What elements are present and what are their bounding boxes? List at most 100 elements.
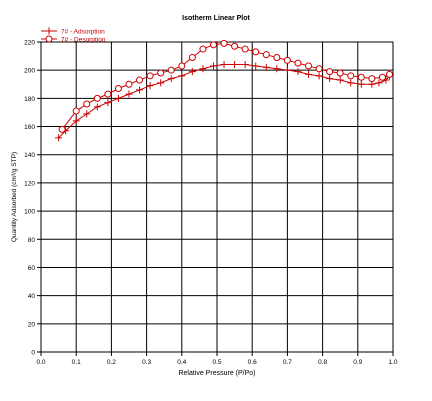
legend: 7# - Adsorption 7# - Desorption: [41, 27, 106, 44]
data-point-desorption: [347, 72, 355, 80]
data-point-adsorption: [136, 86, 144, 94]
data-point-desorption: [167, 66, 175, 74]
y-tick-label: 100: [24, 209, 35, 216]
data-point-adsorption: [375, 79, 383, 87]
legend-entry-desorption: 7# - Desorption: [41, 35, 106, 44]
y-tick-label: 140: [24, 152, 35, 159]
x-tick-label: 0.3: [142, 359, 151, 366]
series-layer: [55, 39, 393, 142]
x-tick-label: 0.1: [72, 359, 81, 366]
data-point-desorption: [157, 69, 165, 77]
data-point-adsorption: [209, 62, 217, 70]
data-point-desorption: [326, 68, 334, 76]
y-tick-label: 0: [31, 350, 35, 357]
data-point-adsorption: [305, 70, 313, 78]
data-point-adsorption: [157, 79, 165, 87]
data-point-desorption: [72, 107, 80, 115]
data-point-adsorption: [72, 117, 80, 125]
y-tick-label: 20: [28, 321, 36, 328]
series-line-adsorption: [58, 64, 390, 139]
data-point-desorption: [252, 48, 260, 56]
data-point-desorption: [220, 39, 228, 47]
y-axis-label: Quantity Adsorbed (cm³/g STP): [11, 152, 18, 242]
data-point-desorption: [83, 100, 91, 108]
data-point-desorption: [294, 59, 302, 67]
data-point-desorption: [385, 70, 393, 78]
data-point-adsorption: [93, 103, 101, 111]
data-point-adsorption: [220, 61, 228, 69]
data-point-adsorption: [273, 65, 281, 73]
data-point-adsorption: [199, 65, 207, 73]
data-point-desorption: [368, 75, 376, 83]
data-point-desorption: [104, 90, 112, 98]
data-point-desorption: [273, 54, 281, 61]
y-tick-label: 60: [28, 265, 36, 272]
x-tick-label: 0.8: [318, 359, 327, 366]
data-point-adsorption: [114, 94, 122, 102]
y-tick-label: 160: [24, 124, 35, 131]
y-tick-label: 220: [24, 40, 35, 47]
data-point-desorption: [283, 56, 291, 64]
data-point-adsorption: [241, 61, 249, 69]
y-tick-label: 200: [24, 68, 35, 75]
data-point-adsorption: [231, 61, 239, 69]
x-tick-label: 0.4: [177, 359, 186, 366]
data-point-adsorption: [188, 68, 196, 76]
legend-marker-adsorption: [45, 27, 53, 35]
x-axis-label: Relative Pressure (P/Po): [178, 370, 255, 377]
x-tick-label: 0.5: [212, 359, 221, 366]
data-point-adsorption: [125, 90, 133, 98]
chart-title: Isotherm Linear Plot: [182, 15, 250, 22]
data-point-desorption: [93, 94, 101, 102]
data-point-desorption: [178, 62, 186, 70]
x-tick-label: 0.0: [36, 359, 45, 366]
data-point-desorption: [241, 45, 249, 53]
y-tick-label: 80: [28, 237, 36, 244]
data-point-adsorption: [252, 62, 260, 70]
data-point-desorption: [209, 41, 217, 49]
data-point-adsorption: [283, 66, 291, 74]
x-tick-label: 0.7: [283, 359, 292, 366]
data-point-desorption: [146, 72, 154, 80]
data-point-desorption: [315, 65, 323, 73]
legend-marker-desorption: [45, 35, 53, 43]
data-point-desorption: [357, 73, 365, 81]
legend-entry-adsorption: 7# - Adsorption: [41, 27, 105, 36]
data-point-adsorption: [83, 110, 91, 118]
data-point-adsorption: [294, 68, 302, 76]
y-tick-label: 40: [28, 293, 36, 300]
data-point-desorption: [58, 125, 66, 133]
data-point-desorption: [378, 73, 386, 81]
x-tick-label: 0.9: [353, 359, 362, 366]
data-point-adsorption: [104, 99, 112, 107]
data-point-adsorption: [55, 134, 63, 142]
data-point-adsorption: [167, 75, 175, 83]
data-point-desorption: [125, 80, 133, 88]
data-point-desorption: [114, 85, 122, 92]
legend-label-adsorption: 7# - Adsorption: [61, 29, 105, 36]
data-point-desorption: [188, 54, 196, 61]
data-point-desorption: [305, 62, 313, 70]
data-point-desorption: [136, 76, 144, 84]
y-tick-label: 180: [24, 96, 35, 103]
data-point-adsorption: [178, 72, 186, 80]
x-tick-label: 1.0: [388, 359, 397, 366]
data-point-desorption: [262, 51, 270, 59]
y-tick-label: 120: [24, 180, 35, 187]
data-point-adsorption: [315, 72, 323, 80]
data-point-desorption: [199, 45, 207, 53]
data-point-adsorption: [326, 75, 334, 83]
legend-label-desorption: 7# - Desorption: [61, 37, 106, 44]
data-point-desorption: [231, 42, 239, 50]
x-axis-ticks: 0.0 0.1 0.2 0.3 0.4 0.5 0.6 0.7 0.8 0.9 1.0: [36, 352, 398, 366]
data-point-desorption: [336, 69, 344, 77]
data-point-adsorption: [347, 79, 355, 87]
x-tick-label: 0.6: [248, 359, 257, 366]
data-point-adsorption: [357, 80, 365, 88]
data-point-adsorption: [262, 63, 270, 71]
y-axis-ticks: 0 20 40 60 80 100 120 140 160 180 200 220: [24, 40, 41, 357]
x-tick-label: 0.2: [107, 359, 116, 366]
grid-lines: [40, 41, 394, 353]
series-desorption: [58, 39, 393, 133]
